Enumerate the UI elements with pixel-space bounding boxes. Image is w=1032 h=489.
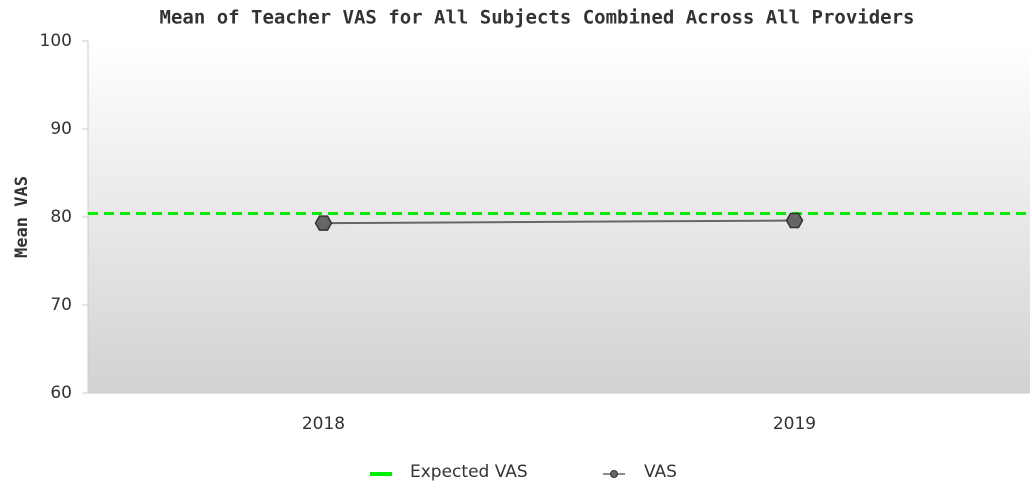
legend-label: VAS	[644, 462, 677, 482]
series-line	[323, 219, 795, 225]
chart-title: Mean of Teacher VAS for All Subjects Com…	[160, 7, 915, 29]
legend-label: Expected VAS	[410, 462, 528, 482]
x-tick-label: 2019	[773, 414, 816, 434]
y-tick-label: 80	[50, 207, 72, 227]
y-tick-label: 90	[50, 119, 72, 139]
plot-area	[88, 41, 1030, 393]
y-tick-label: 60	[50, 383, 72, 403]
legend-swatch	[610, 470, 618, 478]
data-point	[314, 215, 333, 231]
y-tick-label: 100	[40, 31, 72, 51]
y-tick-label: 70	[50, 295, 72, 315]
x-tick-label: 2018	[302, 414, 345, 434]
y-axis-label: Mean VAS	[12, 176, 32, 258]
data-point	[785, 212, 804, 229]
